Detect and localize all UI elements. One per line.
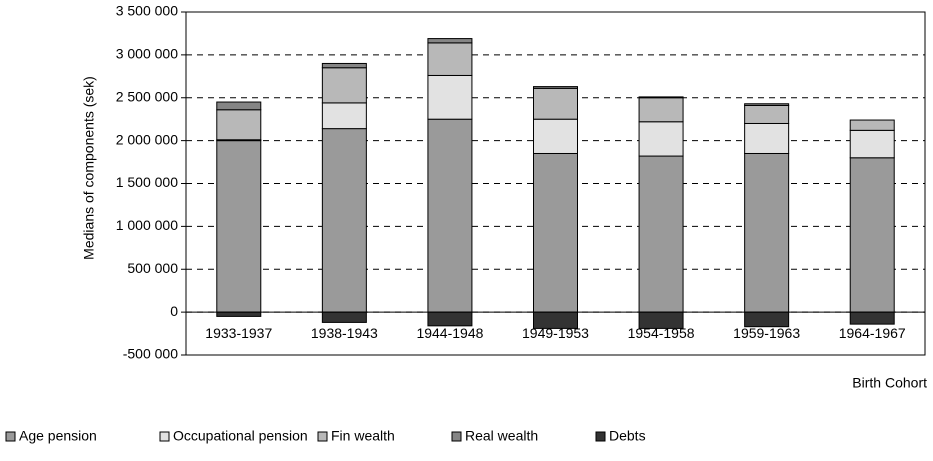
bar-segment bbox=[533, 118, 578, 154]
bar-segment bbox=[216, 101, 262, 111]
y-tick-label: -500 000 bbox=[123, 346, 178, 362]
x-tick-label: 1944-1948 bbox=[416, 325, 483, 341]
x-tick-label: 1933-1937 bbox=[205, 325, 272, 341]
legend-swatch bbox=[317, 431, 328, 442]
y-tick-label: 500 000 bbox=[127, 260, 178, 276]
bar-segment bbox=[849, 119, 895, 131]
bar-segment bbox=[638, 97, 684, 123]
bar-segment bbox=[638, 121, 684, 157]
bar-segment bbox=[321, 102, 367, 130]
bar-segment bbox=[216, 140, 262, 313]
bar-segment bbox=[427, 118, 473, 313]
bar-segment bbox=[638, 96, 684, 99]
y-axis-label: Medians of components (sek) bbox=[81, 76, 97, 260]
bar-segment bbox=[427, 74, 473, 120]
bar-segment bbox=[849, 157, 895, 313]
bar-segment bbox=[849, 311, 895, 325]
legend-swatch bbox=[595, 431, 606, 442]
y-tick-label: 2 500 000 bbox=[116, 88, 178, 104]
bar-segment bbox=[744, 122, 790, 154]
bar-segment bbox=[533, 87, 578, 120]
bar-segment bbox=[321, 62, 367, 69]
x-tick-label: 1954-1958 bbox=[628, 325, 695, 341]
legend-swatch bbox=[159, 431, 170, 442]
y-tick-label: 1 500 000 bbox=[116, 174, 178, 190]
legend-swatch bbox=[451, 431, 462, 442]
y-tick-label: 3 500 000 bbox=[116, 3, 178, 19]
y-tick-label: 2 000 000 bbox=[116, 131, 178, 147]
bar-segment bbox=[638, 155, 684, 313]
legend-swatch bbox=[5, 431, 16, 442]
x-axis-label: Birth Cohort bbox=[852, 375, 927, 391]
bar-segment bbox=[744, 104, 790, 124]
y-tick-label: 0 bbox=[170, 303, 178, 319]
x-tick-label: 1964-1967 bbox=[839, 325, 906, 341]
bar-segment bbox=[321, 311, 367, 323]
bar-segment bbox=[427, 311, 473, 327]
bar-segment bbox=[427, 42, 473, 76]
bar-segment bbox=[533, 152, 578, 313]
legend-label: Real wealth bbox=[465, 428, 538, 444]
bar-segment bbox=[216, 311, 262, 317]
bar-segment bbox=[321, 67, 367, 104]
legend-label: Occupational pension bbox=[173, 428, 308, 444]
legend-label: Age pension bbox=[19, 428, 97, 444]
y-tick-label: 1 000 000 bbox=[116, 217, 178, 233]
x-tick-label: 1938-1943 bbox=[311, 325, 378, 341]
y-tick-label: 3 000 000 bbox=[116, 46, 178, 62]
bar-segment bbox=[849, 129, 895, 159]
bar-segment bbox=[744, 152, 790, 313]
bar-segment bbox=[744, 103, 790, 106]
bar-segment bbox=[427, 38, 473, 44]
bar-segment bbox=[216, 109, 262, 141]
legend-label: Fin wealth bbox=[331, 428, 395, 444]
bar-segment bbox=[321, 128, 367, 313]
legend-label: Debts bbox=[609, 428, 646, 444]
x-tick-label: 1949-1953 bbox=[522, 325, 589, 341]
x-tick-label: 1959-1963 bbox=[733, 325, 800, 341]
bar-segment bbox=[533, 86, 578, 89]
